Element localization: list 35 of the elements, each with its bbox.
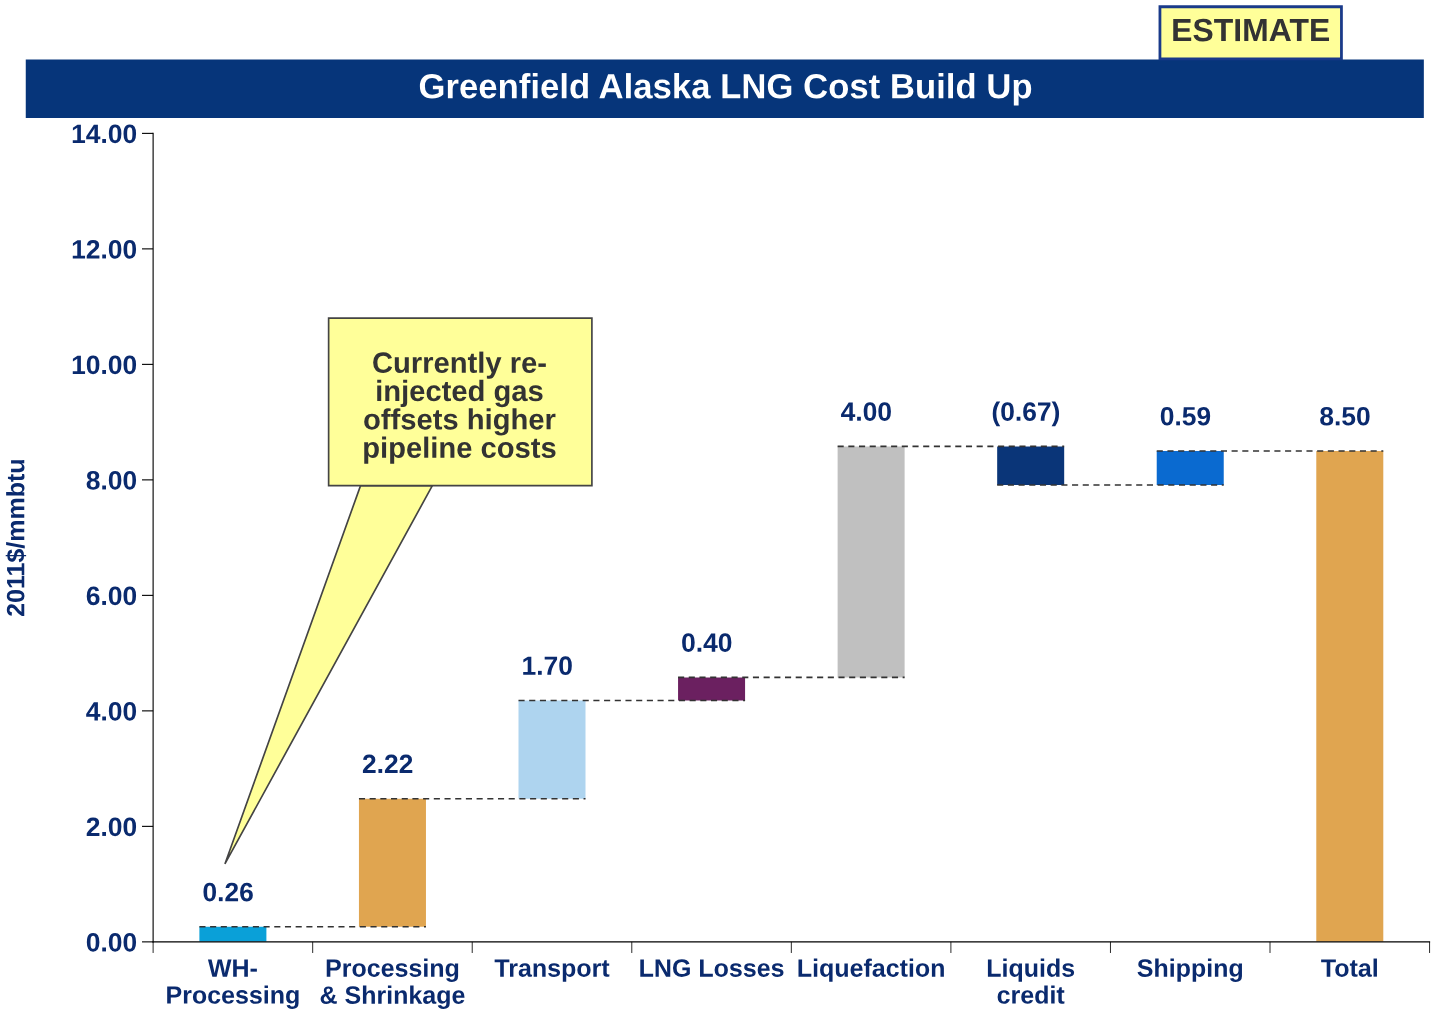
data-label: 2.22 [362,754,413,773]
x-tick-label: Liquids credit [987,958,1075,1004]
y-tick-label: 14.00 [72,124,137,144]
x-tick-label: Total [1321,958,1377,977]
y-tick-label: 8.00 [86,471,137,490]
data-label: 0.40 [682,633,732,652]
bar [1156,451,1224,486]
bar [837,446,905,678]
bar [997,446,1065,486]
y-axis-title: 2011$/mmbtu [5,460,27,616]
bar [518,700,586,799]
data-label: (0.67) [992,401,1060,427]
y-tick-label: 0.00 [86,933,137,952]
y-tick-label: 2.00 [86,817,137,837]
y-tick-label: 10.00 [72,355,137,375]
x-tick-label: WH- Processing [167,959,299,1009]
y-tick-label: 4.00 [86,702,137,721]
x-tick-label: Liquefaction [798,958,944,982]
y-tick-label: 12.00 [72,240,137,259]
x-tick-label: Shipping [1137,958,1243,982]
bar [1316,451,1384,942]
bar [358,798,426,927]
chart-title: Greenfield Alaska LNG Cost Build Up [419,73,1032,106]
x-tick-label: Transport [494,959,610,982]
x-tick-label: Processing & Shrinkage [320,958,465,1009]
data-label: 1.70 [523,656,572,676]
x-tick-label: LNG Losses [640,959,784,977]
data-label: 4.00 [841,402,891,421]
y-tick-label: 6.00 [86,586,137,606]
data-label: 0.59 [1160,406,1211,426]
data-label: 8.50 [1320,406,1370,426]
data-label: 0.26 [203,882,253,902]
annotation: Currently re- injected gas offsets higher pipeline costs [364,351,556,464]
text: ESTIMATE [1173,18,1330,42]
bar [678,677,746,701]
